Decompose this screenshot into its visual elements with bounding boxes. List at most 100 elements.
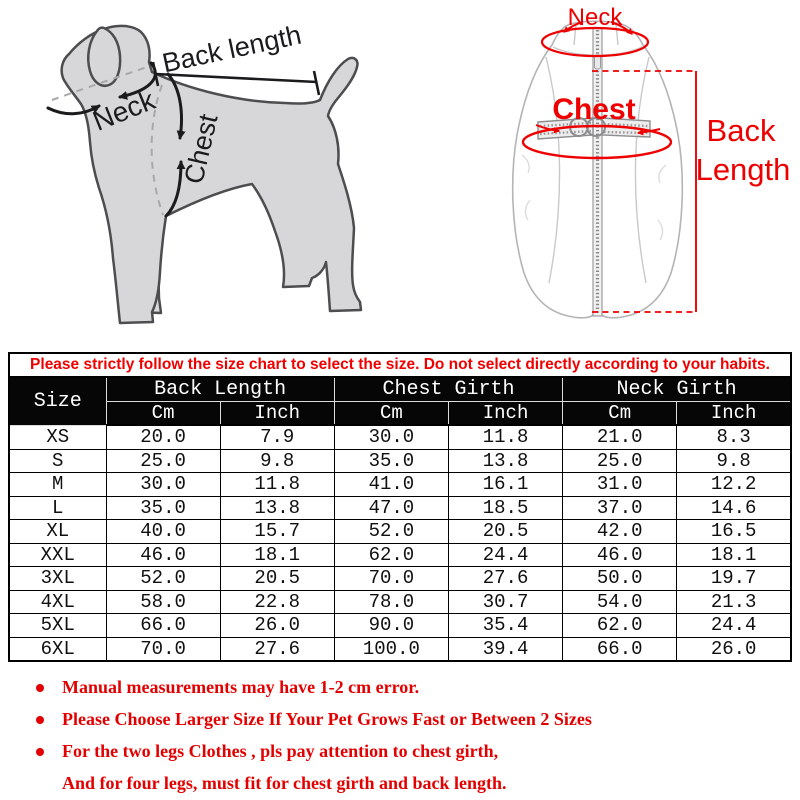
value-cell: 52.0 (105, 566, 221, 591)
value-cell: 27.6 (219, 636, 335, 662)
size-cell: 3XL (8, 566, 107, 591)
warning-row: Please strictly follow the size chart to… (8, 352, 792, 378)
col-group-chest-girth: Chest Girth (333, 376, 564, 402)
size-cell: M (8, 472, 107, 497)
vest-length-label: Length (696, 152, 791, 187)
size-cell: XS (8, 424, 107, 450)
value-cell: 11.8 (447, 424, 564, 450)
chest-arrow-top-icon (166, 72, 186, 140)
value-cell: 9.8 (676, 448, 792, 473)
value-cell: 13.8 (219, 495, 335, 520)
table-row: 5XL 66.0 26.0 90.0 35.4 62.0 24.4 (8, 613, 792, 638)
value-cell: 25.0 (562, 448, 678, 473)
value-cell: 35.0 (105, 495, 221, 520)
table-row: M 30.0 11.8 41.0 16.1 31.0 12.2 (8, 472, 792, 497)
chest-girth-ellipse (521, 124, 673, 160)
table-row: XS 20.0 7.9 30.0 11.8 21.0 8.3 (8, 424, 792, 450)
col-header-size: Size (8, 376, 107, 426)
table-row: 3XL 52.0 20.5 70.0 27.6 50.0 19.7 (8, 566, 792, 591)
neck-girth-dashed-line (51, 65, 151, 101)
size-cell: S (8, 448, 107, 473)
note-text: And for four legs, must fit for chest gi… (62, 773, 507, 793)
value-cell: 14.6 (676, 495, 792, 520)
value-cell: 18.1 (219, 542, 335, 567)
neck-arrow-right-icon (610, 21, 633, 35)
bullet-icon (36, 748, 44, 756)
value-cell: 35.0 (333, 448, 449, 473)
value-cell: 40.0 (105, 519, 221, 544)
size-cell: XL (8, 519, 107, 544)
bullet-icon (36, 716, 44, 724)
note-text: Manual measurements may have 1-2 cm erro… (62, 677, 420, 697)
chest-arrow-bottom-icon (164, 160, 186, 218)
value-cell: 16.5 (676, 519, 792, 544)
size-warning-text: Please strictly follow the size chart to… (8, 352, 792, 378)
value-cell: 30.0 (333, 424, 449, 450)
value-cell: 20.0 (105, 424, 221, 450)
table-row: 4XL 58.0 22.8 78.0 30.7 54.0 21.3 (8, 589, 792, 614)
value-cell: 31.0 (562, 472, 678, 497)
note-line: Manual measurements may have 1-2 cm erro… (34, 676, 774, 699)
value-cell: 52.0 (333, 519, 449, 544)
value-cell: 54.0 (562, 589, 678, 614)
value-cell: 41.0 (333, 472, 449, 497)
value-cell: 7.9 (219, 424, 335, 450)
value-cell: 20.5 (447, 519, 564, 544)
value-cell: 16.1 (447, 472, 564, 497)
value-cell: 70.0 (333, 566, 449, 591)
value-cell: 46.0 (562, 542, 678, 567)
value-cell: 11.8 (219, 472, 335, 497)
neck-arrow-left-icon (563, 21, 584, 33)
value-cell: 62.0 (562, 613, 678, 638)
table-row: XL 40.0 15.7 52.0 20.5 42.0 16.5 (8, 519, 792, 544)
value-cell: 46.0 (105, 542, 221, 567)
group-header-row: Size Back Length Chest Girth Neck Girth (8, 376, 792, 426)
dog-silhouette (60, 24, 363, 325)
value-cell: 39.4 (447, 636, 564, 662)
notes-section: Manual measurements may have 1-2 cm erro… (34, 676, 774, 800)
value-cell: 9.8 (219, 448, 335, 473)
value-cell: 66.0 (562, 636, 678, 662)
value-cell: 27.6 (447, 566, 564, 591)
back-length-dimension-line (151, 61, 321, 96)
dog-back-length-label: Back length (160, 20, 304, 79)
col-group-neck-girth: Neck Girth (562, 376, 792, 402)
unit-header: Inch (676, 401, 792, 426)
value-cell: 21.3 (676, 589, 792, 614)
size-table: Please strictly follow the size chart to… (8, 352, 792, 662)
chest-arrow-left-icon (535, 124, 561, 134)
value-cell: 15.7 (219, 519, 335, 544)
back-length-bracket (592, 70, 697, 313)
col-group-back-length: Back Length (105, 376, 335, 402)
unit-header: Cm (333, 401, 449, 426)
neck-arrow-front-icon (46, 104, 101, 116)
value-cell: 100.0 (333, 636, 449, 662)
table-row: L 35.0 13.8 47.0 18.5 37.0 14.6 (8, 495, 792, 520)
note-text: For the two legs Clothes , pls pay atten… (62, 741, 499, 761)
value-cell: 24.4 (447, 542, 564, 567)
size-cell: 4XL (8, 589, 107, 614)
value-cell: 66.0 (105, 613, 221, 638)
value-cell: 26.0 (676, 636, 792, 662)
unit-header: Cm (105, 401, 221, 426)
value-cell: 24.4 (676, 613, 792, 638)
dog-measurement-diagram: Back length Neck Chest (46, 20, 363, 325)
bullet-icon (36, 684, 44, 692)
value-cell: 37.0 (562, 495, 678, 520)
value-cell: 35.4 (447, 613, 564, 638)
unit-header: Inch (219, 401, 335, 426)
value-cell: 50.0 (562, 566, 678, 591)
neck-girth-ellipse (540, 26, 650, 58)
value-cell: 18.1 (676, 542, 792, 567)
table-row: S 25.0 9.8 35.0 13.8 25.0 9.8 (8, 448, 792, 473)
size-cell: XXL (8, 542, 107, 567)
vest-chest-label: Chest (552, 93, 635, 126)
table-row: 6XL 70.0 27.6 100.0 39.4 66.0 26.0 (8, 636, 792, 662)
size-cell: 5XL (8, 613, 107, 638)
size-cell: 6XL (8, 636, 107, 662)
value-cell: 47.0 (333, 495, 449, 520)
note-line: Please Choose Larger Size If Your Pet Gr… (34, 708, 774, 731)
value-cell: 25.0 (105, 448, 221, 473)
value-cell: 13.8 (447, 448, 564, 473)
